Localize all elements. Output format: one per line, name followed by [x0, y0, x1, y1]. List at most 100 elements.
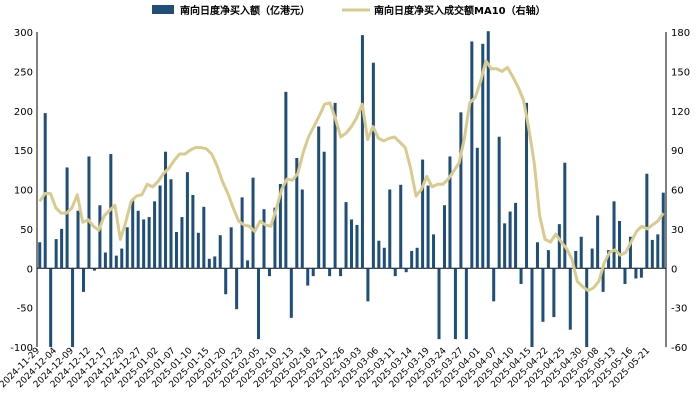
bar	[92, 268, 96, 271]
left-tick-label: 50	[20, 225, 33, 236]
bar	[535, 242, 539, 269]
bar	[546, 250, 550, 269]
bar	[322, 151, 326, 269]
bar	[120, 248, 124, 269]
bar	[585, 268, 589, 347]
bar	[628, 236, 632, 269]
left-tick-label: 0	[27, 264, 33, 275]
bar	[399, 184, 403, 269]
bar	[164, 151, 168, 269]
bar	[267, 268, 271, 277]
bar	[76, 210, 80, 269]
bar	[426, 185, 430, 269]
bar	[661, 192, 665, 269]
bar	[508, 211, 512, 269]
bar	[202, 206, 206, 269]
bar	[131, 198, 135, 269]
bar	[541, 268, 545, 322]
bar	[98, 205, 102, 269]
bar	[415, 247, 419, 269]
bar	[240, 197, 244, 269]
bar	[273, 207, 277, 269]
right-tick-label: 60	[671, 186, 684, 197]
bar	[87, 156, 91, 269]
ma10-line	[38, 59, 665, 293]
bar	[639, 268, 643, 278]
legend-bar-label: 南向日度净买入额（亿港元）	[180, 4, 310, 17]
right-tick-label: -30	[671, 304, 687, 315]
bar	[185, 172, 189, 269]
bar	[350, 219, 354, 269]
bar	[453, 268, 457, 340]
x-axis-ticks: 2024-11-292024-12-042024-12-092024-12-12…	[0, 346, 652, 390]
bar	[235, 268, 239, 310]
bar	[278, 183, 282, 269]
bar	[158, 185, 162, 269]
left-axis-ticks: -100 -50 0 50 100 150 200 250 300	[10, 28, 33, 354]
bar	[366, 268, 370, 302]
bar	[213, 256, 217, 269]
legend: 南向日度净买入额（亿港元） 南向日度净买入成交额MA10（右轴）	[152, 4, 546, 17]
bar	[191, 195, 195, 269]
left-tick-label: -100	[10, 343, 33, 354]
bar-series	[38, 31, 665, 347]
bar	[486, 31, 490, 269]
bar	[459, 112, 463, 269]
bar	[295, 158, 299, 269]
bar	[43, 113, 47, 269]
bar	[147, 217, 151, 269]
bar	[311, 268, 315, 277]
bar	[645, 173, 649, 269]
bar	[382, 247, 386, 269]
bar	[574, 250, 578, 269]
bar	[125, 227, 129, 269]
bar	[410, 250, 414, 269]
bar	[218, 235, 222, 269]
bar	[563, 162, 567, 269]
bar	[519, 268, 523, 284]
bar	[71, 268, 75, 347]
bar	[344, 202, 348, 269]
bar	[81, 268, 85, 292]
bar	[328, 268, 332, 277]
legend-bar-swatch	[152, 5, 174, 14]
right-axis-ticks: -60 -30 0 30 60 90 120 150 180	[671, 28, 690, 354]
bar	[196, 232, 200, 269]
bar	[153, 201, 157, 269]
bar	[60, 228, 64, 269]
bar	[623, 268, 627, 284]
bar	[552, 268, 556, 318]
bar	[49, 268, 53, 347]
bar	[306, 268, 310, 286]
bar	[448, 156, 452, 269]
left-tick-label: 150	[14, 146, 33, 157]
bar	[503, 223, 507, 269]
bar	[393, 268, 397, 277]
bar	[618, 221, 622, 269]
bar	[656, 234, 660, 269]
bar	[136, 210, 140, 269]
bar	[65, 167, 69, 269]
bar	[475, 147, 479, 269]
bar	[404, 268, 408, 273]
bar	[262, 209, 266, 269]
bar	[54, 239, 58, 269]
bar	[514, 202, 518, 269]
left-tick-label: 250	[14, 67, 33, 78]
bar	[421, 159, 425, 269]
left-tick-label: 300	[14, 28, 33, 39]
bar	[371, 62, 375, 269]
bar	[432, 234, 436, 269]
bar	[360, 35, 364, 269]
bar	[470, 41, 474, 269]
bar	[289, 268, 293, 318]
bar	[492, 268, 496, 302]
bar	[601, 268, 605, 292]
bar	[481, 43, 485, 269]
right-tick-label: 150	[671, 67, 690, 78]
bar	[251, 177, 255, 269]
bar	[612, 201, 616, 269]
bar	[634, 268, 638, 279]
bar	[530, 268, 534, 347]
bar	[246, 260, 250, 269]
